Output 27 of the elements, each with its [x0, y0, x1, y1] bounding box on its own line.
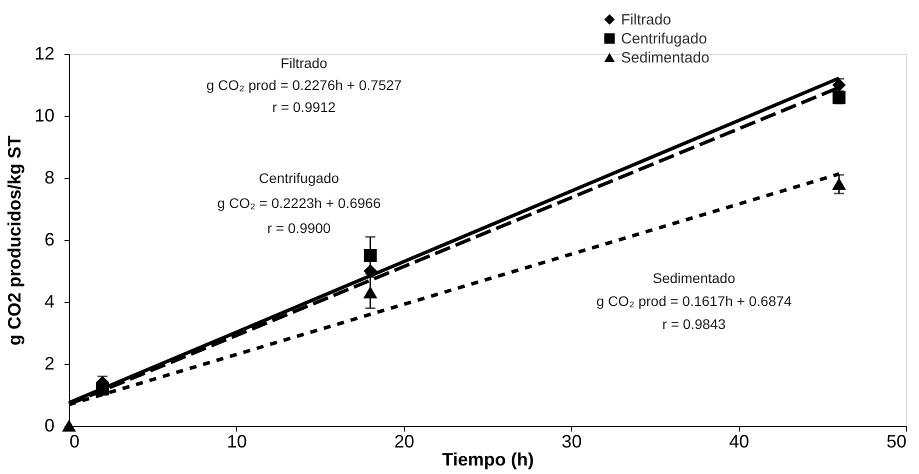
annotation: Filtrado [280, 55, 328, 71]
annotation: r = 0.9843 [662, 316, 726, 332]
x-tick-label: 20 [394, 432, 414, 452]
y-tick-label: 0 [44, 416, 54, 436]
y-axis-title: g CO2 producidos/kg ST [4, 135, 24, 346]
x-tick-label: 30 [562, 432, 582, 452]
y-tick-label: 12 [34, 44, 54, 64]
annotation: Sedimentado [652, 270, 736, 286]
y-tick-label: 4 [44, 292, 54, 312]
x-tick-label: 40 [729, 432, 750, 452]
x-tick-label: 0 [70, 432, 80, 452]
annotation: r = 0.9912 [272, 99, 336, 115]
x-tick-label: 10 [226, 432, 247, 452]
annotation: Centrifugado [258, 170, 340, 186]
y-tick-label: 8 [44, 168, 54, 188]
legend-label: Centrifugado [621, 30, 707, 48]
annotation: g CO₂ prod = 0.2276h + 0.7527 [206, 77, 402, 93]
legend-label: Sedimentado [621, 50, 710, 66]
y-tick-label: 2 [44, 354, 54, 374]
annotation: r = 0.9900 [267, 220, 331, 236]
legend-label: Filtrado [621, 12, 672, 28]
annotation: g CO₂ = 0.2223h + 0.6966 [217, 195, 381, 211]
x-axis-title: Tiempo (h) [442, 450, 534, 470]
annotation: g CO₂ prod = 0.1617h + 0.6874 [596, 293, 792, 309]
x-tick-label: 50 [886, 432, 906, 452]
y-tick-label: 10 [34, 106, 54, 126]
y-tick-label: 6 [44, 230, 54, 250]
